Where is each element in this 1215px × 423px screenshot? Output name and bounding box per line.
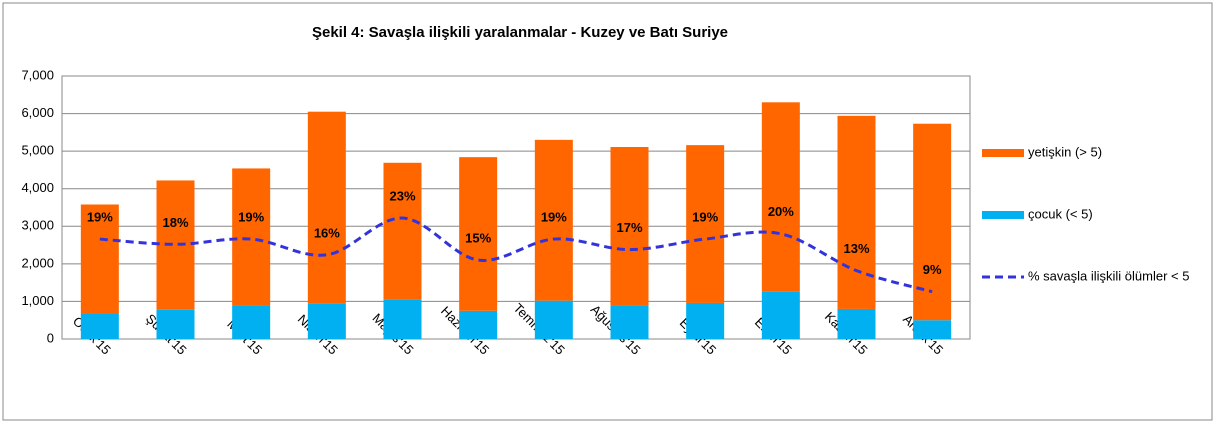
bar-segment xyxy=(156,180,195,310)
bar-segment xyxy=(80,204,119,314)
data-label: 13% xyxy=(843,241,869,256)
bar-segment xyxy=(80,313,119,339)
bar-segment xyxy=(761,102,800,292)
bar-segment xyxy=(761,291,800,339)
bar-segment xyxy=(534,300,573,339)
y-tick-label: 2,000 xyxy=(21,255,54,270)
legend-swatch xyxy=(982,149,1024,157)
y-tick-label: 0 xyxy=(47,330,54,345)
bar-segment xyxy=(156,309,195,339)
data-label: 17% xyxy=(616,220,642,235)
bar-segment xyxy=(837,308,876,339)
y-tick-label: 6,000 xyxy=(21,105,54,120)
bar-segment xyxy=(307,111,346,304)
data-label: 19% xyxy=(541,209,567,224)
bar-segment xyxy=(686,145,725,303)
bar-segment xyxy=(232,168,271,306)
bar-segment xyxy=(459,310,498,339)
data-label: 23% xyxy=(389,188,415,203)
bar-segment xyxy=(610,147,649,306)
line-series xyxy=(99,216,933,294)
y-tick-label: 7,000 xyxy=(21,67,54,82)
legend-label: yetişkin (> 5) xyxy=(1028,144,1102,159)
chart-title: Şekil 4: Savaşla ilişkili yaralanmalar -… xyxy=(312,24,728,41)
bar-segment xyxy=(913,320,952,339)
y-tick-label: 4,000 xyxy=(21,180,54,195)
data-label: 18% xyxy=(162,215,188,230)
data-label: 19% xyxy=(692,209,718,224)
bar-segment xyxy=(837,115,876,309)
legend-label: çocuk (< 5) xyxy=(1028,206,1093,221)
bar-segment xyxy=(459,157,498,311)
bar-segment xyxy=(686,302,725,339)
data-label: 9% xyxy=(923,262,942,277)
y-tick-label: 5,000 xyxy=(21,143,54,158)
data-label: 19% xyxy=(87,209,113,224)
bar-segment xyxy=(307,303,346,339)
data-label: 16% xyxy=(314,225,340,240)
bar-segment xyxy=(232,305,271,339)
bar-segment xyxy=(610,305,649,339)
data-label: 15% xyxy=(465,231,491,246)
legend-swatch xyxy=(982,211,1024,219)
bar-segment xyxy=(383,162,422,300)
y-tick-label: 3,000 xyxy=(21,218,54,233)
y-tick-label: 1,000 xyxy=(21,293,54,308)
data-label: 19% xyxy=(238,209,264,224)
data-label: 20% xyxy=(768,204,794,219)
legend-label: % savaşla ilişkili ölümler < 5 xyxy=(1028,268,1189,283)
bar-segment xyxy=(534,139,573,301)
bar-segment xyxy=(383,299,422,339)
